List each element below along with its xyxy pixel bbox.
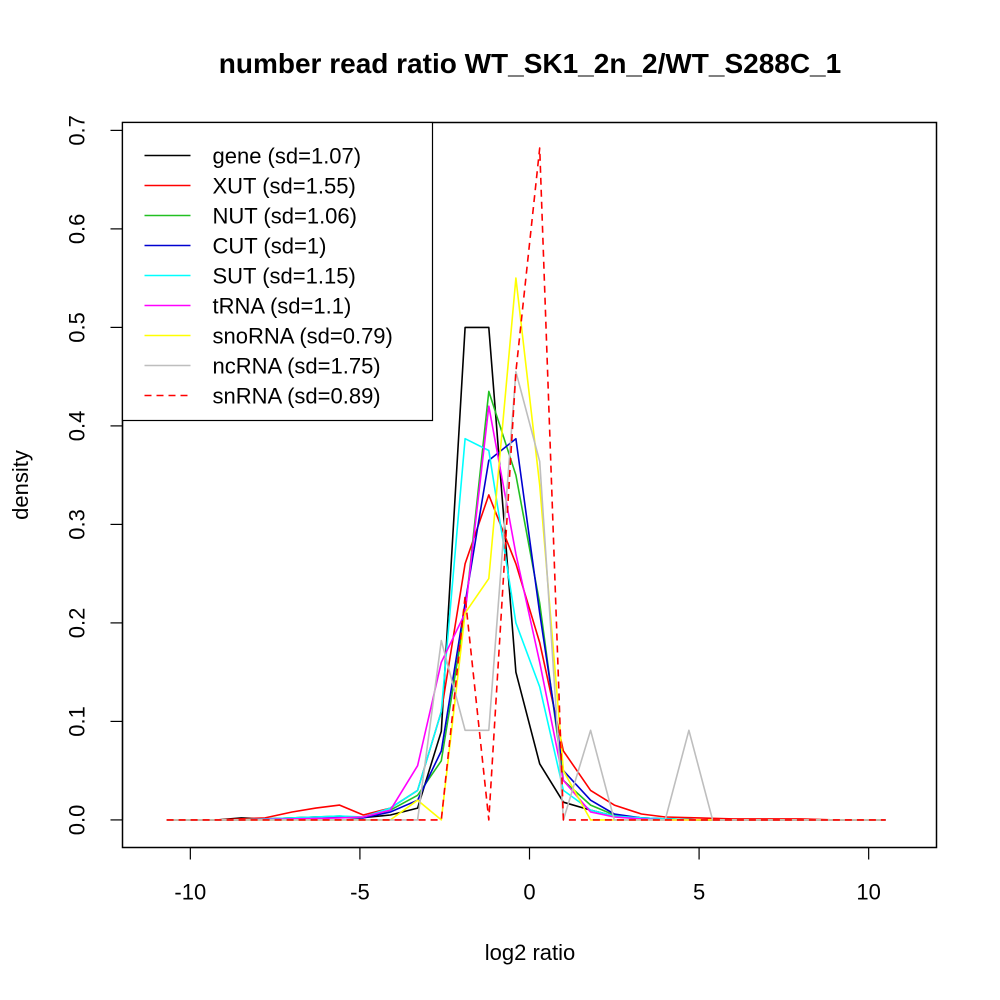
y-axis: 0.0 0.1 0.2 0.3 0.4 0.5 0.6 0.7 bbox=[65, 115, 124, 836]
y-tick-label: 0.0 bbox=[65, 805, 90, 836]
legend-label: SUT (sd=1.15) bbox=[213, 264, 356, 289]
legend-label: CUT (sd=1) bbox=[213, 234, 327, 259]
y-tick-label: 0.7 bbox=[65, 115, 90, 146]
x-tick-label: -10 bbox=[174, 880, 206, 905]
x-axis: -10 -5 0 5 10 bbox=[174, 846, 881, 905]
legend-label: tRNA (sd=1.1) bbox=[213, 294, 352, 319]
series-line bbox=[166, 494, 886, 821]
x-tick-label: 10 bbox=[856, 880, 880, 905]
series-line bbox=[166, 390, 886, 821]
y-axis-label: density bbox=[8, 450, 33, 520]
y-tick-label: 0.1 bbox=[65, 706, 90, 737]
legend-label: ncRNA (sd=1.75) bbox=[213, 354, 381, 379]
legend-label: NUT (sd=1.06) bbox=[213, 204, 357, 229]
series-line bbox=[166, 405, 886, 821]
x-tick-label: 0 bbox=[523, 880, 535, 905]
legend-label: gene (sd=1.07) bbox=[213, 144, 362, 169]
x-tick-label: 5 bbox=[693, 880, 705, 905]
chart-title: number read ratio WT_SK1_2n_2/WT_S288C_1 bbox=[219, 48, 841, 79]
y-tick-label: 0.5 bbox=[65, 312, 90, 343]
series-line bbox=[166, 147, 886, 821]
legend-label: XUT (sd=1.55) bbox=[213, 174, 356, 199]
legend-box bbox=[121, 121, 434, 422]
y-tick-label: 0.6 bbox=[65, 214, 90, 245]
legend-label: snRNA (sd=0.89) bbox=[213, 384, 381, 409]
plot-series bbox=[166, 147, 886, 821]
y-tick-label: 0.2 bbox=[65, 608, 90, 639]
series-line bbox=[166, 437, 886, 821]
series-line bbox=[166, 437, 886, 821]
legend: gene (sd=1.07) XUT (sd=1.55) NUT (sd=1.06)… bbox=[121, 121, 434, 422]
y-tick-label: 0.3 bbox=[65, 509, 90, 540]
x-axis-label: log2 ratio bbox=[485, 940, 576, 965]
x-tick-label: -5 bbox=[350, 880, 370, 905]
legend-label: snoRNA (sd=0.79) bbox=[213, 324, 393, 349]
y-tick-label: 0.4 bbox=[65, 411, 90, 442]
